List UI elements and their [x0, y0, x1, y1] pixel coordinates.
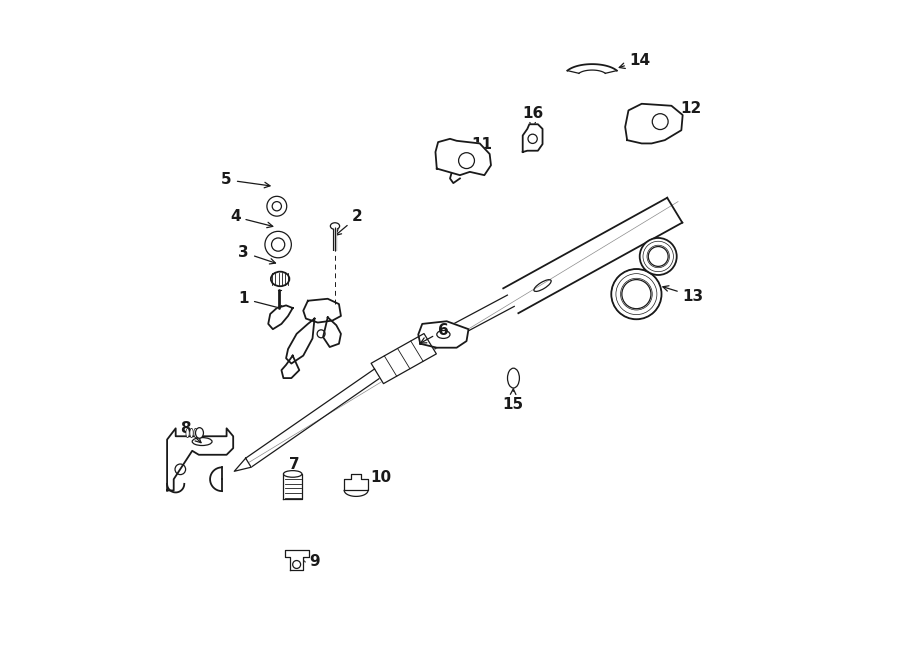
Text: 5: 5 — [221, 173, 270, 188]
Polygon shape — [626, 104, 683, 143]
Text: 10: 10 — [360, 470, 392, 485]
Circle shape — [267, 196, 287, 216]
Text: 1: 1 — [238, 292, 286, 311]
Text: 15: 15 — [502, 389, 524, 412]
Ellipse shape — [271, 272, 290, 286]
Polygon shape — [523, 124, 543, 152]
Text: 4: 4 — [230, 210, 273, 227]
Text: 8: 8 — [180, 421, 201, 443]
Text: 2: 2 — [336, 210, 363, 235]
Text: 12: 12 — [664, 101, 702, 118]
Polygon shape — [371, 334, 436, 383]
Circle shape — [272, 202, 282, 211]
Ellipse shape — [186, 428, 189, 438]
Polygon shape — [323, 317, 341, 347]
Polygon shape — [284, 474, 302, 499]
Polygon shape — [567, 64, 616, 77]
Text: 3: 3 — [238, 245, 275, 264]
Ellipse shape — [508, 368, 519, 388]
Ellipse shape — [198, 428, 201, 438]
Polygon shape — [286, 319, 314, 364]
Text: 13: 13 — [663, 286, 704, 303]
Text: 14: 14 — [619, 54, 651, 69]
Circle shape — [640, 238, 677, 275]
Polygon shape — [167, 428, 233, 490]
Polygon shape — [344, 474, 368, 490]
Text: 16: 16 — [522, 106, 544, 128]
Ellipse shape — [330, 223, 339, 229]
Circle shape — [611, 269, 662, 319]
Polygon shape — [436, 139, 491, 175]
Circle shape — [272, 238, 284, 251]
Ellipse shape — [195, 428, 203, 438]
Polygon shape — [268, 305, 292, 329]
Circle shape — [265, 231, 292, 258]
Polygon shape — [303, 299, 341, 323]
Text: 7: 7 — [290, 457, 300, 481]
Circle shape — [648, 247, 668, 266]
Text: 6: 6 — [420, 323, 449, 343]
Ellipse shape — [284, 471, 302, 477]
Circle shape — [622, 280, 651, 309]
Ellipse shape — [194, 428, 197, 438]
Polygon shape — [418, 321, 469, 348]
Polygon shape — [234, 458, 251, 471]
Ellipse shape — [190, 428, 194, 438]
Polygon shape — [282, 356, 300, 378]
Polygon shape — [284, 550, 309, 570]
Text: 9: 9 — [301, 555, 320, 569]
Text: 11: 11 — [467, 137, 492, 156]
